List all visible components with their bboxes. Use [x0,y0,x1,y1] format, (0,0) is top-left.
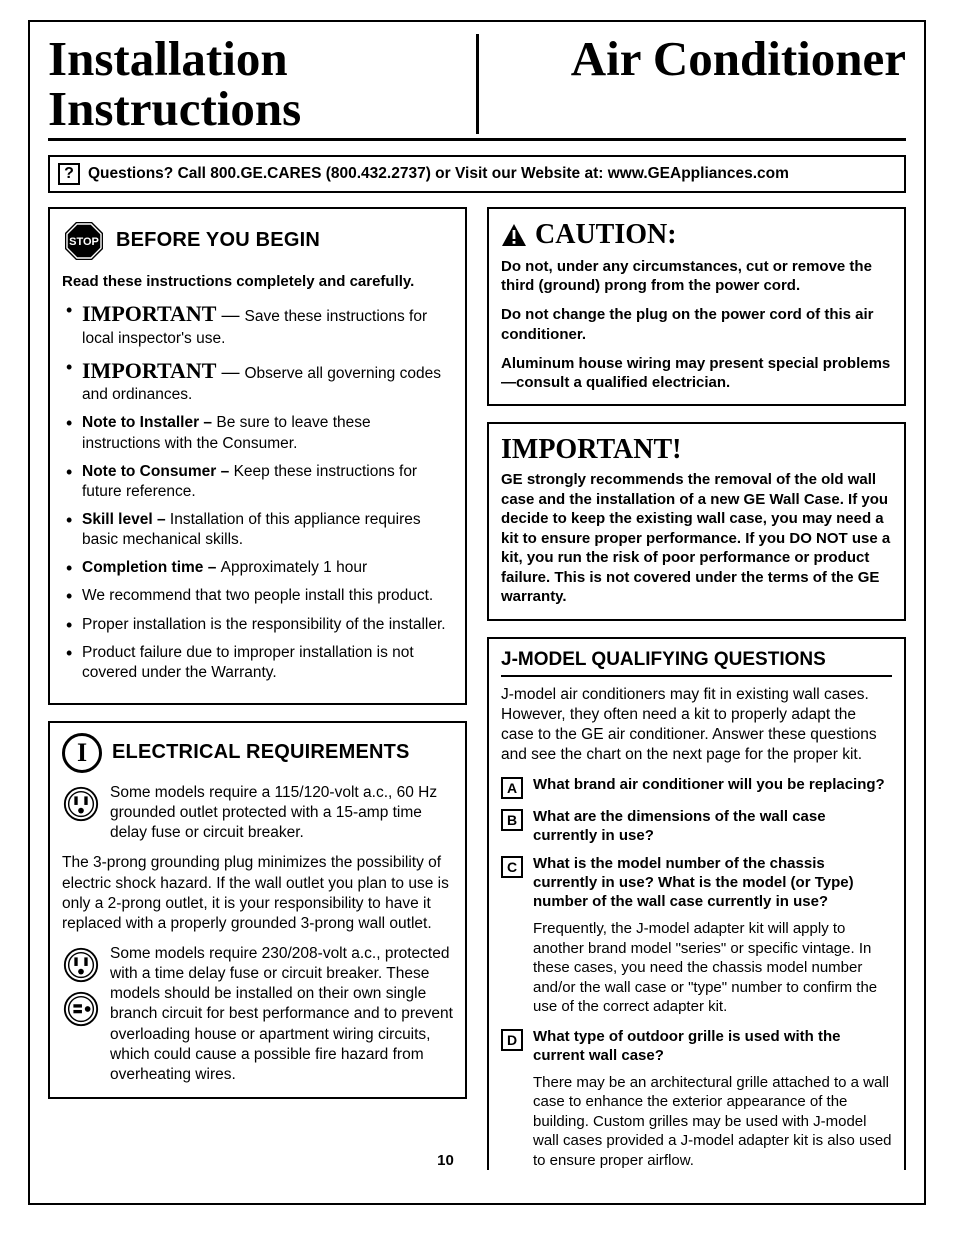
header-right: Air Conditioner [479,34,907,134]
list-item: IMPORTANT — Save these instructions for … [64,300,453,349]
jmodel-box: J-MODEL QUALIFYING QUESTIONS J-model air… [487,637,906,1171]
jmodel-title: J-MODEL QUALIFYING QUESTIONS [501,649,892,677]
q-text: What type of outdoor grille is used with… [533,1027,892,1065]
electrical-box: I ELECTRICAL REQUIREMENTS Some models re… [48,721,467,1099]
jmodel-intro: J-model air conditioners may fit in exis… [501,685,892,766]
question-mark-icon: ? [58,163,80,185]
q-letter-icon: B [501,809,523,831]
q-body: Frequently, the J-model adapter kit will… [533,919,892,1017]
jmodel-q-row: A What brand air conditioner will you be… [501,775,892,799]
warning-icon [501,222,527,248]
list-item: Skill level – Installation of this appli… [64,510,453,550]
q-letter-icon: A [501,777,523,799]
jmodel-q-row: B What are the dimensions of the wall ca… [501,807,892,845]
stop-icon: STOP [62,219,106,263]
caution-title: CAUTION: [535,219,677,251]
important-title: IMPORTANT! [501,434,892,466]
svg-text:STOP: STOP [69,236,99,248]
before-title-row: STOP BEFORE YOU BEGIN [62,219,453,263]
before-intro: Read these instructions completely and c… [62,273,453,290]
elec-para2: The 3-prong grounding plug minimizes the… [62,853,453,934]
questions-text: Questions? Call 800.GE.CARES (800.432.27… [88,165,789,183]
columns: STOP BEFORE YOU BEGIN Read these instruc… [48,207,906,1171]
plug-icon [62,785,100,823]
elec-para1: Some models require a 115/120-volt a.c.,… [110,783,453,843]
header: Installation Instructions Air Conditione… [48,34,906,141]
plug-icon [62,990,100,1028]
info-icon: I [62,733,102,773]
before-list: IMPORTANT — Save these instructions for … [62,300,453,683]
elec-row-1: Some models require a 115/120-volt a.c.,… [62,783,453,843]
q-letter-icon: C [501,856,523,878]
list-item: IMPORTANT — Observe all governing codes … [64,357,453,406]
header-left: Installation Instructions [48,34,479,134]
caution-title-row: CAUTION: [501,219,892,251]
title-left-line2: Instructions [48,84,466,134]
list-item: Completion time – Approximately 1 hour [64,558,453,578]
list-item: Note to Installer – Be sure to leave the… [64,413,453,453]
important-body: GE strongly recommends the removal of th… [501,470,892,607]
right-column: CAUTION: Do not, under any circumstances… [487,207,906,1171]
title-right: Air Conditioner [489,34,907,84]
q-text: What is the model number of the chassis … [533,854,892,912]
page-container: Installation Instructions Air Conditione… [28,20,926,1205]
caution-para: Do not, under any circumstances, cut or … [501,257,892,295]
important-box: IMPORTANT! GE strongly recommends the re… [487,422,906,621]
questions-bar: ? Questions? Call 800.GE.CARES (800.432.… [48,155,906,193]
caution-box: CAUTION: Do not, under any circumstances… [487,207,906,406]
electrical-title: ELECTRICAL REQUIREMENTS [112,741,410,764]
q-letter-icon: D [501,1029,523,1051]
jmodel-q-row: C What is the model number of the chassi… [501,854,892,912]
title-left-line1: Installation [48,34,466,84]
jmodel-q-row: D What type of outdoor grille is used wi… [501,1027,892,1065]
left-column: STOP BEFORE YOU BEGIN Read these instruc… [48,207,467,1171]
before-box: STOP BEFORE YOU BEGIN Read these instruc… [48,207,467,705]
caution-para: Do not change the plug on the power cord… [501,305,892,343]
plug-icon [62,946,100,984]
elec-row-2: Some models require 230/208-volt a.c., p… [62,944,453,1085]
q-body: There may be an architectural grille att… [533,1073,892,1171]
plug-icons-stack [62,944,100,1085]
q-text: What brand air conditioner will you be r… [533,775,885,794]
list-item: Proper installation is the responsibilit… [64,615,453,635]
caution-para: Aluminum house wiring may present specia… [501,354,892,392]
before-title: BEFORE YOU BEGIN [116,229,320,252]
q-text: What are the dimensions of the wall case… [533,807,892,845]
list-item: Note to Consumer – Keep these instructio… [64,462,453,502]
list-item: We recommend that two people install thi… [64,586,453,606]
page-number: 10 [48,1152,460,1169]
electrical-title-row: I ELECTRICAL REQUIREMENTS [62,733,453,773]
elec-para3: Some models require 230/208-volt a.c., p… [110,944,453,1085]
list-item: Product failure due to improper installa… [64,643,453,683]
